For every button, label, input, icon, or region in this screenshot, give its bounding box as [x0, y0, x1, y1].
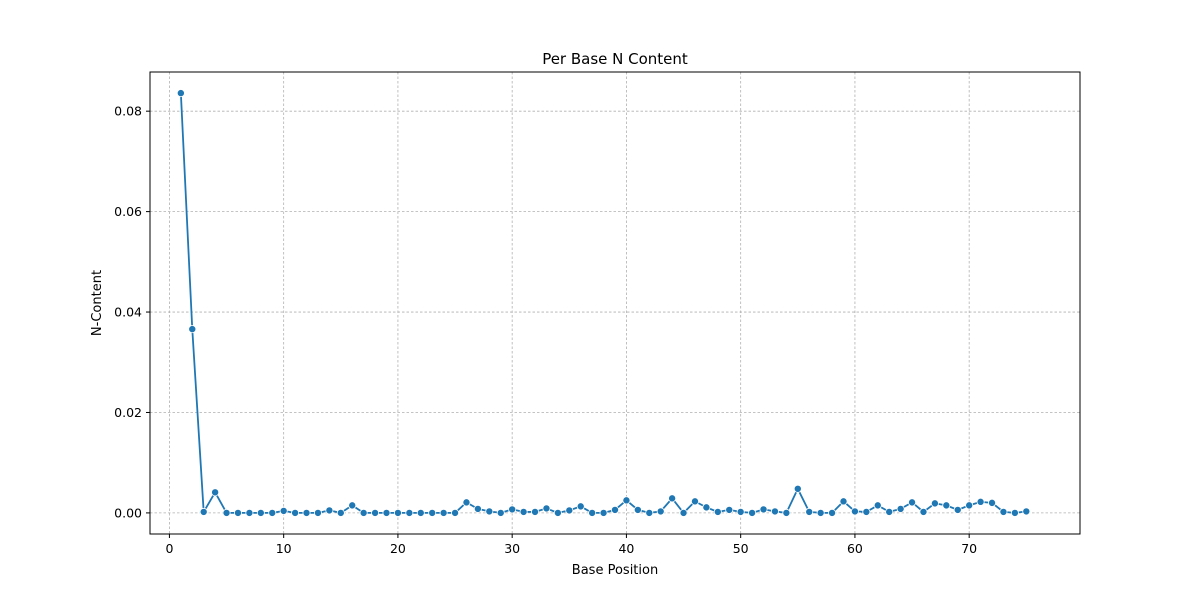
data-point	[793, 484, 802, 493]
series-line	[179, 93, 1027, 514]
data-point	[679, 508, 688, 517]
data-point	[759, 505, 768, 514]
data-point	[245, 508, 254, 517]
data-point	[508, 505, 517, 514]
data-point	[850, 507, 859, 516]
data-point	[839, 497, 848, 506]
data-point	[976, 497, 985, 506]
data-point	[748, 508, 757, 517]
y-axis-label: N-Content	[90, 270, 105, 336]
data-point	[416, 508, 425, 517]
data-point	[736, 507, 745, 516]
x-tick-label: 0	[165, 541, 173, 556]
data-point	[279, 506, 288, 515]
data-point	[211, 488, 220, 497]
x-tick-label: 10	[276, 541, 292, 556]
y-tick-label: 0.06	[114, 204, 142, 219]
data-point	[496, 508, 505, 517]
data-point	[713, 507, 722, 516]
data-point	[668, 494, 677, 503]
data-point	[233, 508, 242, 517]
data-point	[965, 501, 974, 510]
data-point	[908, 498, 917, 507]
x-axis-ticks: 0 10 20 30 40 50 60 70	[165, 534, 977, 556]
y-tick-label: 0.08	[114, 104, 142, 119]
data-point	[633, 505, 642, 514]
x-axis-label: Base Position	[572, 563, 658, 578]
data-point	[428, 508, 437, 517]
data-point	[313, 508, 322, 517]
data-point	[462, 498, 471, 507]
data-point	[325, 506, 334, 515]
y-axis-ticks: 0.00 0.02 0.04 0.06 0.08	[114, 104, 150, 520]
data-point	[176, 89, 185, 98]
data-point	[599, 508, 608, 517]
y-tick-label: 0.04	[114, 305, 142, 320]
data-point	[828, 508, 837, 517]
data-point	[953, 505, 962, 514]
data-point	[919, 507, 928, 516]
data-point	[770, 507, 779, 516]
data-point	[291, 508, 300, 517]
plot-frame	[149, 71, 1081, 535]
data-point	[268, 508, 277, 517]
data-point	[451, 508, 460, 517]
data-point	[930, 499, 939, 508]
y-tick-label: 0.02	[114, 405, 142, 420]
data-point	[816, 508, 825, 517]
data-point	[999, 507, 1008, 516]
data-point	[622, 496, 631, 505]
x-tick-label: 60	[847, 541, 863, 556]
data-point	[222, 508, 231, 517]
data-point	[485, 507, 494, 516]
data-point	[565, 506, 574, 515]
data-point	[645, 508, 654, 517]
grid-lines	[150, 72, 1080, 534]
data-point	[382, 508, 391, 517]
chart-title: Per Base N Content	[542, 50, 688, 68]
data-point	[862, 507, 871, 516]
data-point	[405, 508, 414, 517]
data-point	[553, 508, 562, 517]
data-point	[896, 504, 905, 513]
data-point	[988, 498, 997, 507]
data-point	[542, 504, 551, 513]
data-point	[782, 508, 791, 517]
data-point	[371, 508, 380, 517]
x-tick-label: 20	[390, 541, 406, 556]
data-point	[199, 507, 208, 516]
x-tick-label: 40	[618, 541, 634, 556]
data-point	[656, 507, 665, 516]
data-point	[885, 507, 894, 516]
x-tick-label: 70	[961, 541, 977, 556]
y-tick-label: 0.00	[114, 505, 142, 520]
data-point	[805, 507, 814, 516]
data-point	[725, 505, 734, 514]
data-point	[1010, 508, 1019, 517]
data-point	[302, 508, 311, 517]
data-point	[873, 501, 882, 510]
data-point	[611, 505, 620, 514]
data-point	[531, 507, 540, 516]
data-point	[519, 507, 528, 516]
data-point	[348, 501, 357, 510]
data-point	[393, 508, 402, 517]
x-tick-label: 50	[733, 541, 749, 556]
x-tick-label: 30	[504, 541, 520, 556]
data-point	[188, 325, 197, 334]
data-point	[576, 502, 585, 511]
data-point	[588, 508, 597, 517]
data-point	[256, 508, 265, 517]
data-point	[690, 497, 699, 506]
data-point	[439, 508, 448, 517]
data-series	[176, 89, 1031, 517]
data-point	[473, 504, 482, 513]
data-point	[1022, 507, 1031, 516]
data-point	[359, 508, 368, 517]
data-point	[942, 501, 951, 510]
data-point	[702, 503, 711, 512]
data-point	[336, 508, 345, 517]
